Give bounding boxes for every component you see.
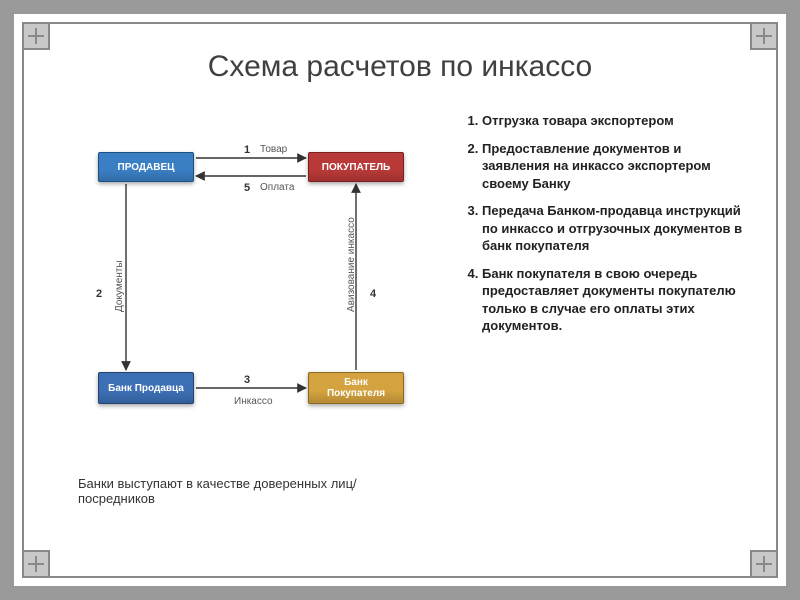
edge-number: 3 [244,374,250,386]
edge-number: 1 [244,144,250,156]
corner-ornament [750,550,778,578]
node-buyer_bank: Банк Покупателя [308,372,404,404]
corner-ornament [22,550,50,578]
edge-number: 4 [370,288,376,300]
edge-label: Оплата [260,182,294,193]
node-seller: ПРОДАВЕЦ [98,152,194,182]
edge-label: Товар [260,144,287,155]
step-item: Отгрузка товара экспортером [482,112,752,130]
edge-number: 2 [96,288,102,300]
node-seller_bank: Банк Продавца [98,372,194,404]
slide-title: Схема расчетов по инкассо [48,50,752,84]
corner-ornament [22,22,50,50]
node-buyer: ПОКУПАТЕЛЬ [308,152,404,182]
slide-content: Схема расчетов по инкассо ПРОДАВЕЦ ПОКУПА… [48,44,752,556]
slide-frame-inner: Схема расчетов по инкассо ПРОДАВЕЦ ПОКУПА… [22,22,778,578]
step-item: Предоставление документов и заявления на… [482,140,752,193]
steps-list: Отгрузка товара экспортером Предоставлени… [460,112,752,472]
step-item: Передача Банком-продавца инструкций по и… [482,202,752,255]
corner-ornament [750,22,778,50]
flow-diagram: ПРОДАВЕЦ ПОКУПАТЕЛЬ Банк Продавца Банк Поку… [48,112,448,472]
edge-label: Авизование инкассо [346,217,357,312]
step-item: Банк покупателя в свою очередь предостав… [482,265,752,335]
caption-text: Банки выступают в качестве доверенных ли… [48,476,408,506]
edge-label: Инкассо [234,396,273,407]
slide-frame-outer: Схема расчетов по инкассо ПРОДАВЕЦ ПОКУПА… [0,0,800,600]
edge-number: 5 [244,182,250,194]
edge-label: Документы [114,260,125,312]
